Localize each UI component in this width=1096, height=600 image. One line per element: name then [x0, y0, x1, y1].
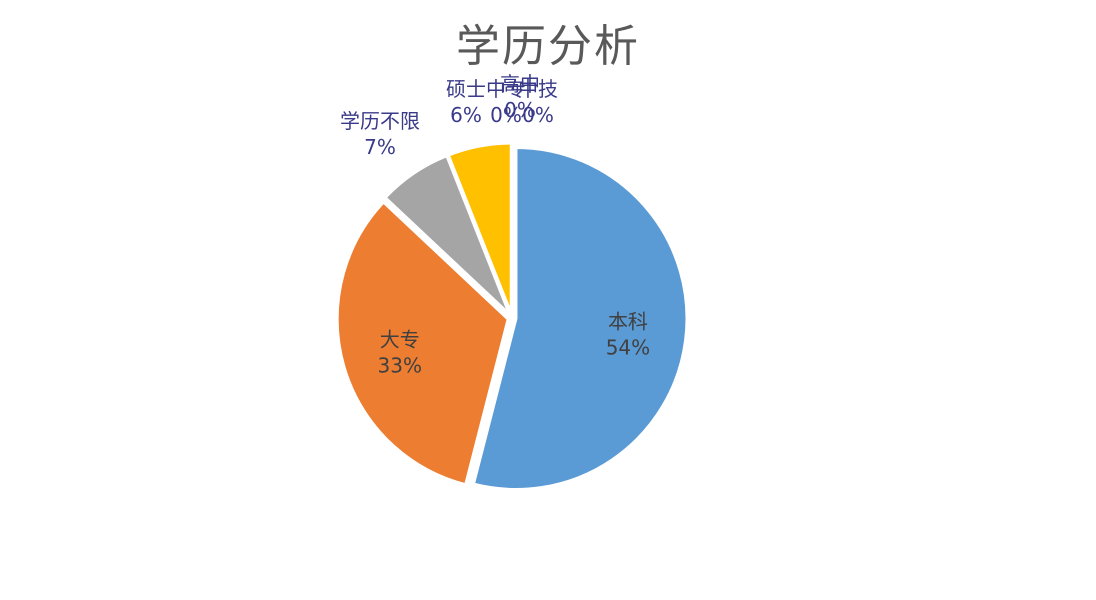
slice-category-label-1: 本科 [608, 310, 648, 334]
slice-percent-label-1: 54% [606, 336, 650, 360]
slice-percent-label-3: 7% [364, 135, 396, 159]
slice-category-label-4: 硕士 [446, 77, 486, 101]
pie-slice-3 [382, 153, 512, 316]
slice-category-label-2: 大专 [380, 328, 420, 352]
pie-slice-2 [335, 199, 510, 487]
slice-percent-label-7: 0% [522, 103, 554, 127]
slice-category-label-5: 中专 [486, 77, 526, 101]
slice-category-label-7: 中技 [518, 77, 558, 101]
slice-percent-label-4: 6% [450, 103, 482, 127]
pie-slice-1 [471, 145, 689, 492]
slice-percent-label-6: 0% [504, 98, 536, 122]
slice-category-label-3: 学历不限 [340, 109, 420, 133]
slice-percent-label-2: 33% [378, 354, 422, 378]
pie-slice-4 [446, 141, 513, 315]
slice-percent-label-5: 0% [490, 103, 522, 127]
slice-category-label-6: 高中 [500, 72, 540, 96]
chart-title: 学历分析 [456, 21, 640, 72]
